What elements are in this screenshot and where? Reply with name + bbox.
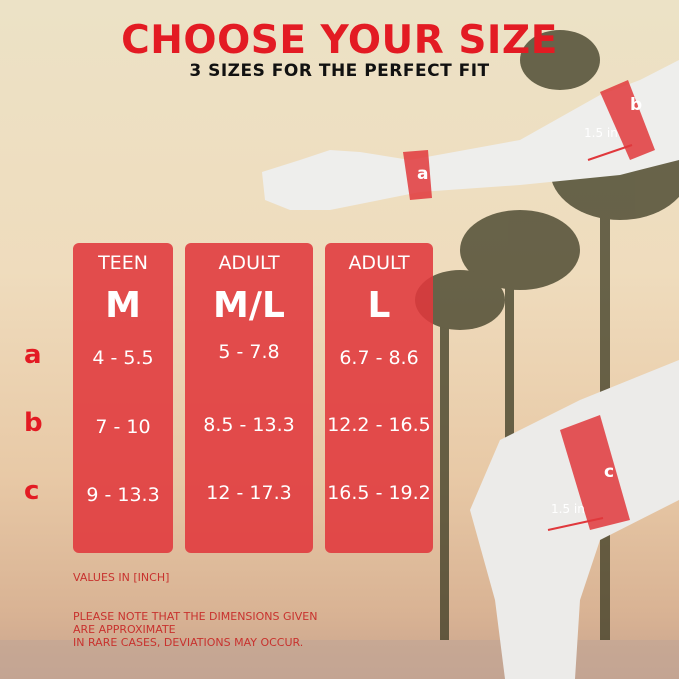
value-b: 8.5 - 13.3 [203, 414, 295, 436]
leg-band-width: 1.5 in [551, 502, 585, 516]
value-a: 4 - 5.5 [92, 347, 154, 369]
disclaimer-line-3: IN RARE CASES, DEVIATIONS MAY OCCUR. [73, 636, 304, 649]
column-size: M [105, 285, 141, 326]
band-label-b: b [630, 95, 643, 115]
value-c: 16.5 - 19.2 [327, 482, 431, 504]
value-b: 7 - 10 [95, 416, 151, 438]
row-label-c: c [24, 476, 40, 506]
band-label-c: c [604, 462, 615, 482]
value-c: 12 - 17.3 [206, 482, 292, 504]
column-group: TEEN [98, 252, 148, 274]
size-column-teen-m: TEEN M 4 - 5.5 7 - 10 9 - 13.3 [73, 243, 173, 553]
page-title: CHOOSE YOUR SIZE [121, 18, 558, 63]
row-label-b: b [24, 408, 43, 438]
row-label-a: a [24, 340, 42, 370]
value-a: 6.7 - 8.6 [339, 347, 419, 369]
arm-band-width: 1.5 in [584, 126, 618, 140]
size-column-adult-l: ADULT L 6.7 - 8.6 12.2 - 16.5 16.5 - 19.… [325, 243, 433, 553]
column-group: ADULT [348, 252, 410, 274]
units-note: VALUES IN [INCH] [73, 571, 170, 584]
value-c: 9 - 13.3 [86, 484, 160, 506]
disclaimer-line-2: ARE APPROXIMATE [73, 623, 176, 636]
column-size: L [367, 285, 391, 326]
value-b: 12.2 - 16.5 [327, 414, 431, 436]
size-column-adult-ml: ADULT M/L 5 - 7.8 8.5 - 13.3 12 - 17.3 [185, 243, 313, 553]
value-a: 5 - 7.8 [218, 341, 280, 363]
disclaimer-line-1: PLEASE NOTE THAT THE DIMENSIONS GIVEN [73, 610, 318, 623]
page-subtitle: 3 SIZES FOR THE PERFECT FIT [189, 61, 490, 81]
band-label-a: a [417, 164, 429, 184]
column-size: M/L [213, 285, 285, 326]
column-group: ADULT [218, 252, 280, 274]
